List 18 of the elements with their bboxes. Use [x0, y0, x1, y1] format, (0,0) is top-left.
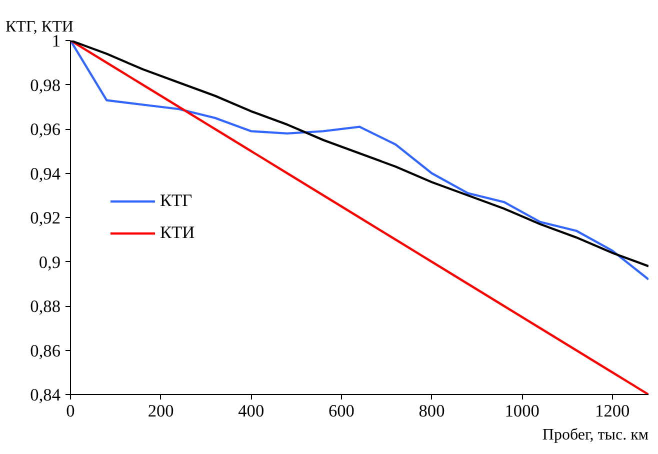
legend-label: КТИ [160, 223, 195, 243]
y-tick-label: 0,98 [30, 76, 61, 95]
x-tick-label: 1000 [504, 402, 540, 420]
y-tick-label: 0,96 [30, 120, 61, 139]
x-tick-label: 800 [418, 402, 445, 420]
x-axis-title: Пробег, тыс. км [542, 426, 649, 444]
y-tick-label: 0,84 [30, 386, 61, 404]
x-tick-label: 1200 [595, 402, 630, 420]
x-tick-label: 400 [238, 402, 264, 420]
x-tick-label: 600 [328, 402, 354, 420]
y-tick-label: 0,94 [30, 164, 61, 184]
x-tick-label: 0 [66, 402, 75, 420]
x-tick-label: 200 [148, 402, 174, 420]
y-tick-label: 0,88 [30, 297, 61, 316]
y-tick-label: 0,86 [30, 341, 61, 360]
y-tick-label: 0,9 [38, 252, 61, 272]
legend-label: КТГ [160, 191, 192, 211]
y-tick-label: 0,92 [30, 208, 61, 228]
